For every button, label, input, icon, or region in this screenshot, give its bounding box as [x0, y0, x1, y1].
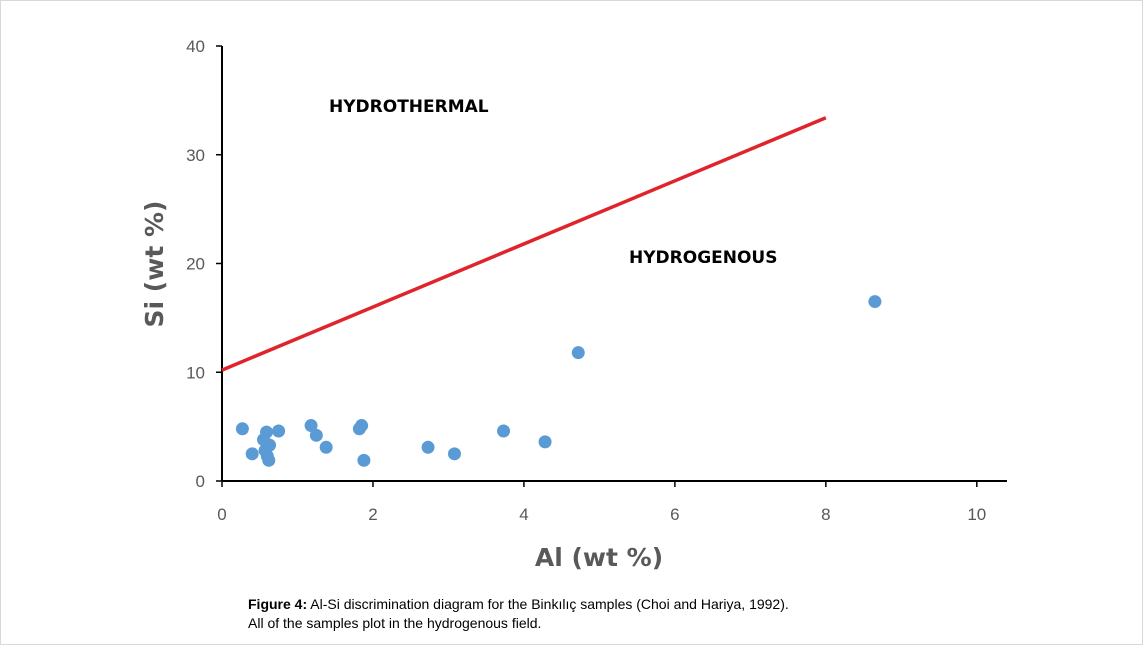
data-point: [357, 453, 371, 467]
data-point: [304, 419, 318, 433]
region-label-hydrothermal: HYDROTHERMAL: [329, 97, 489, 117]
x-tick-label: 4: [519, 505, 528, 524]
data-point: [421, 440, 435, 454]
data-point: [260, 425, 274, 439]
caption-text-1: Al-Si discrimination diagram for the Bin…: [307, 596, 789, 612]
y-axis-title: Si (wt %): [140, 201, 169, 328]
x-tick-label: 6: [670, 505, 679, 524]
x-tick-label: 2: [368, 505, 377, 524]
x-tick-label: 8: [821, 505, 830, 524]
data-point: [447, 447, 461, 461]
data-point: [245, 447, 259, 461]
region-label-hydrogenous: HYDROGENOUS: [629, 248, 777, 268]
plot-area: 0 2 4 6 8 10 0 10 20 30 40: [186, 37, 1007, 524]
caption-line-2: All of the samples plot in the hydrogeno…: [248, 615, 542, 631]
y-tick-label: 40: [186, 37, 205, 56]
y-tick-label: 20: [186, 255, 205, 274]
y-tick-label: 10: [186, 363, 205, 382]
chart: 0 2 4 6 8 10 0 10 20 30 40 Al (wt %) Si (wt %) HYD…: [140, 37, 1007, 572]
y-tick-label: 0: [196, 472, 205, 491]
data-point: [309, 428, 323, 442]
data-point: [571, 346, 585, 360]
data-point: [497, 424, 511, 438]
data-point: [538, 435, 552, 449]
x-tick-label: 10: [967, 505, 986, 524]
x-axis-title: Al (wt %): [535, 543, 663, 572]
caption-line-1: Figure 4: Al-Si discrimination diagram f…: [248, 595, 1048, 614]
data-point: [868, 295, 882, 309]
x-tick-label: 0: [217, 505, 226, 524]
y-tick-label: 30: [186, 146, 205, 165]
data-point: [355, 419, 369, 433]
data-point: [319, 440, 333, 454]
data-point: [272, 424, 286, 438]
caption-figure-label: Figure 4:: [248, 596, 308, 612]
figure-caption: Figure 4: Al-Si discrimination diagram f…: [248, 595, 1048, 633]
data-point: [263, 438, 277, 452]
data-point: [235, 422, 249, 436]
data-point: [262, 453, 276, 467]
discrimination-line: [221, 116, 827, 372]
